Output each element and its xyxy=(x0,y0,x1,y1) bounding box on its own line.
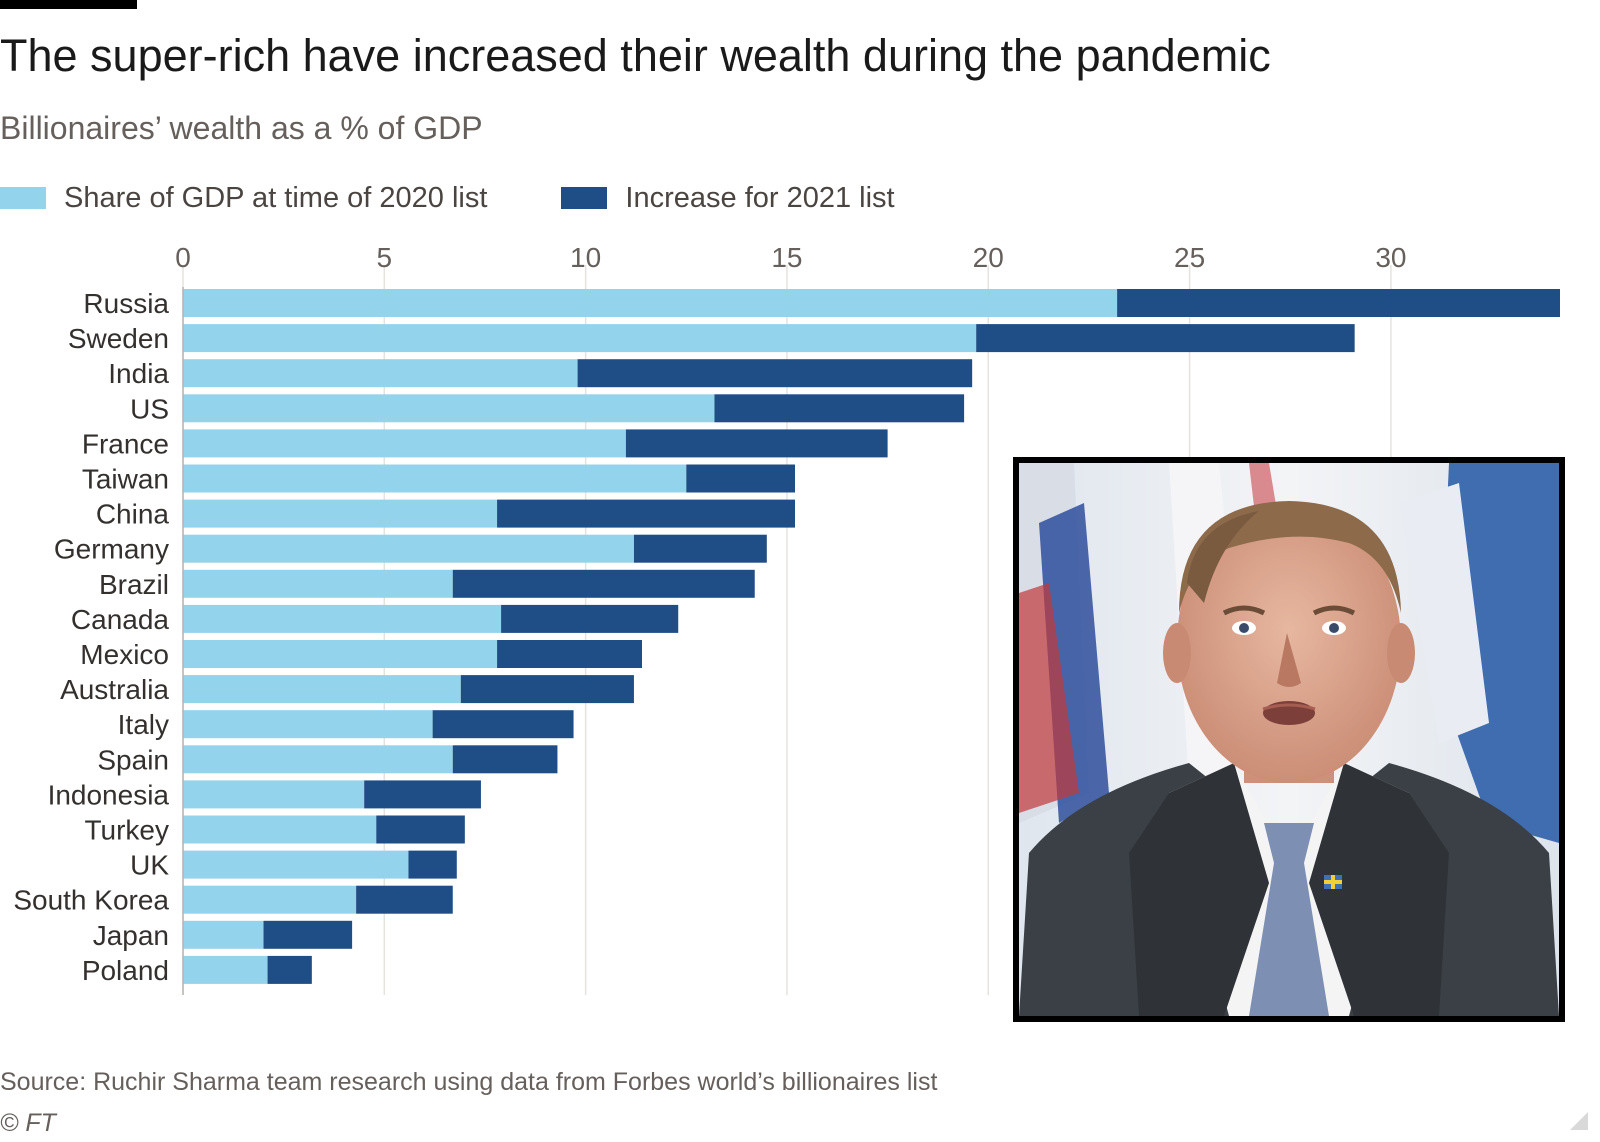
bar-sweden-series-1 xyxy=(183,324,977,353)
legend-label-2021: Increase for 2021 list xyxy=(625,181,895,214)
category-label-france: France xyxy=(82,428,169,459)
bar-turkey-series-2 xyxy=(376,815,465,844)
category-label-taiwan: Taiwan xyxy=(82,464,169,495)
bar-india-series-1 xyxy=(183,359,578,388)
category-label-australia: Australia xyxy=(60,674,169,705)
bar-japan-series-2 xyxy=(263,920,353,949)
bar-indonesia-series-1 xyxy=(183,780,365,809)
category-label-india: India xyxy=(108,358,169,389)
bar-uk-series-1 xyxy=(183,850,409,879)
legend-swatch-2021 xyxy=(561,187,608,209)
category-label-japan: Japan xyxy=(93,920,169,951)
top-rule xyxy=(0,0,137,9)
legend-item-2020: Share of GDP at time of 2020 list xyxy=(0,182,487,215)
category-label-spain: Spain xyxy=(97,744,169,775)
category-label-china: China xyxy=(96,499,170,530)
category-label-uk: UK xyxy=(130,850,169,881)
bar-japan-series-1 xyxy=(183,920,264,949)
bar-france-series-2 xyxy=(625,429,888,458)
x-tick-label-20: 20 xyxy=(973,242,1004,273)
bar-brazil-series-1 xyxy=(183,569,453,598)
bar-taiwan-series-2 xyxy=(686,464,795,493)
bar-uk-series-2 xyxy=(408,850,457,879)
legend-label-2020: Share of GDP at time of 2020 list xyxy=(64,181,488,214)
bar-taiwan-series-1 xyxy=(183,464,687,493)
legend: Share of GDP at time of 2020 list Increa… xyxy=(0,178,895,218)
legend-item-2021: Increase for 2021 list xyxy=(561,181,895,215)
bar-canada-series-1 xyxy=(183,604,502,633)
bar-mexico-series-2 xyxy=(497,640,642,668)
chart-subtitle: Billionaires’ wealth as a % of GDP xyxy=(0,110,483,146)
x-tick-label-5: 5 xyxy=(377,242,393,273)
copyright: © FT xyxy=(0,1109,56,1137)
bar-chart: 0 5 10 15 20 25 30 Russia Sweden India US France Tai… xyxy=(13,242,1560,995)
category-label-indonesia: Indonesia xyxy=(48,779,170,810)
bar-china-series-2 xyxy=(497,499,795,528)
category-label-russia: Russia xyxy=(83,288,169,319)
bar-australia-series-1 xyxy=(183,675,461,704)
bar-poland-series-2 xyxy=(267,955,312,984)
x-tick-label-10: 10 xyxy=(570,242,601,273)
category-label-canada: Canada xyxy=(71,604,170,635)
category-label-germany: Germany xyxy=(54,534,169,565)
category-label-us: US xyxy=(130,393,169,424)
bar-russia-series-2 xyxy=(1117,289,1560,317)
bar-italy-series-1 xyxy=(183,710,433,739)
x-tick-label-15: 15 xyxy=(771,242,802,273)
bar-indonesia-series-2 xyxy=(364,780,481,809)
bar-mexico-series-1 xyxy=(183,640,498,668)
bar-india-series-2 xyxy=(577,359,973,388)
bar-poland-series-1 xyxy=(183,955,268,984)
chart-title: The super-rich have increased their weal… xyxy=(0,30,1271,81)
portrait-illustration xyxy=(1019,463,1559,1016)
bar-germany-series-2 xyxy=(633,534,767,563)
bar-france-series-1 xyxy=(183,429,626,458)
bar-canada-series-2 xyxy=(501,604,679,633)
bar-spain-series-1 xyxy=(183,745,453,774)
corner-grip-icon xyxy=(1570,1112,1588,1130)
bar-south-korea-series-2 xyxy=(356,885,453,914)
portrait-photo xyxy=(1013,457,1565,1022)
x-tick-label-0: 0 xyxy=(175,242,191,273)
category-label-brazil: Brazil xyxy=(99,569,169,600)
bar-south-korea-series-1 xyxy=(183,885,357,914)
bar-us-series-1 xyxy=(183,394,715,423)
bar-us-series-2 xyxy=(714,394,965,423)
bar-sweden-series-2 xyxy=(976,324,1355,353)
bar-italy-series-2 xyxy=(432,710,574,739)
legend-swatch-2020 xyxy=(0,187,46,209)
x-tick-label-30: 30 xyxy=(1375,242,1406,273)
bar-spain-series-2 xyxy=(452,745,558,774)
bar-russia-series-1 xyxy=(183,289,1118,317)
category-label-mexico: Mexico xyxy=(80,639,169,670)
bar-turkey-series-1 xyxy=(183,815,377,844)
bar-germany-series-1 xyxy=(183,534,634,563)
category-label-sweden: Sweden xyxy=(68,323,169,354)
category-label-south-korea: South Korea xyxy=(13,885,169,916)
x-tick-label-25: 25 xyxy=(1174,242,1205,273)
bar-china-series-1 xyxy=(183,499,498,528)
bar-brazil-series-2 xyxy=(452,569,755,598)
category-label-italy: Italy xyxy=(118,709,169,740)
source-note: Source: Ruchir Sharma team research usin… xyxy=(0,1068,938,1096)
bar-australia-series-2 xyxy=(460,675,634,704)
category-label-poland: Poland xyxy=(82,955,169,986)
category-label-turkey: Turkey xyxy=(84,815,169,846)
